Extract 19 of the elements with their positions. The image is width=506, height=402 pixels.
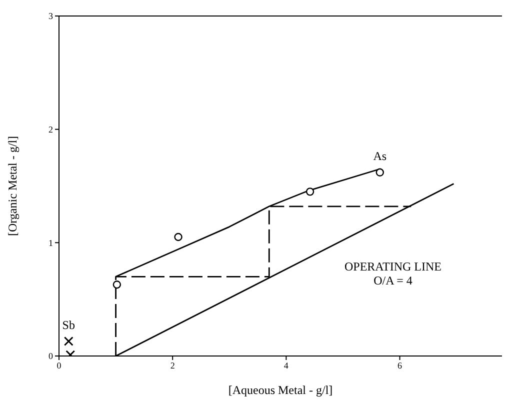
point <box>174 232 182 242</box>
x-axis-title: [Aqueous Metal - g/l] <box>228 383 333 397</box>
annotation: O/A = 4 <box>374 273 412 288</box>
y-tick-label: 2 <box>48 124 53 135</box>
annotation: OPERATING LINE <box>344 259 442 274</box>
x-tick-label: 2 <box>170 360 175 370</box>
x-tick-label: 0 <box>56 360 62 370</box>
point <box>112 280 122 289</box>
point <box>376 168 384 176</box>
point <box>64 336 74 346</box>
y-tick-label: 1 <box>48 238 53 248</box>
y-tick-label: 0 <box>48 351 54 362</box>
x-tick-label: 4 <box>284 360 289 370</box>
series-label: As <box>373 148 387 163</box>
y-axis-title: [Organic Metal - g/l] <box>5 136 20 236</box>
point <box>306 188 314 196</box>
x-tick-label: 6 <box>398 360 403 370</box>
series-label: Sb <box>62 318 75 332</box>
y-tick-label: 3 <box>48 11 54 22</box>
